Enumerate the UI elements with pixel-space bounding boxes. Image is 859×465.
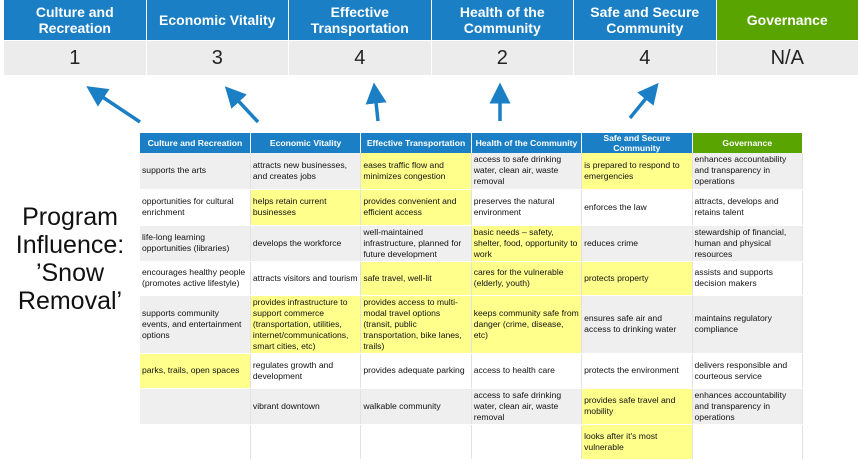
table-cell: assists and supports decision makers [692,261,804,296]
table-cell: ensures safe air and access to drinking … [581,295,693,354]
influence-table: Culture and Recreation Economic Vitality E… [140,133,804,460]
table-cell: supports community events, and entertain… [140,295,251,354]
table-cell: provides access to multi-modal travel op… [360,295,472,354]
column-header: Effective Transportation [360,133,472,153]
arrows [86,82,659,124]
table-cell [140,424,251,460]
table-cell: life-long learning opportunities (librar… [140,225,251,262]
table-row: life-long learning opportunities (librar… [140,225,804,262]
label-line: Program [22,203,118,231]
table-row: parks, trails, open spaces regulates grow… [140,353,804,389]
table-cell: safe travel, well-lit [360,261,472,296]
table-row: supports the arts attracts new businesses… [140,153,804,190]
table-cell: reduces crime [581,225,693,262]
column-header: Health of the Community [471,133,583,153]
table-cell: provides infrastructure to support comme… [250,295,362,354]
table-cell: attracts new businesses, and creates job… [250,153,362,190]
table-cell: stewardship of financial, human and phys… [692,225,804,262]
table-row: encourages healthy people (promotes acti… [140,261,804,296]
table-cell: helps retain current businesses [250,189,362,226]
summary-score: 4 [289,40,432,75]
table-cell: preserves the natural environment [471,189,583,226]
table-cell: eases traffic flow and minimizes congest… [360,153,472,190]
table-cell: regulates growth and development [250,353,362,389]
summary-header: Effective Transportation [289,0,432,40]
arrow-icon [224,86,260,124]
summary-header: Culture and Recreation [4,0,147,40]
table-cell: is prepared to respond to emergencies [581,153,693,190]
table-cell: cares for the vulnerable (elderly, youth… [471,261,583,296]
table-cell: basic needs – safety, shelter, food, opp… [471,225,583,262]
table-cell: attracts, develops and retains talent [692,189,804,226]
summary-score: 2 [431,40,574,75]
table-row: supports community events, and entertain… [140,295,804,354]
table-row: looks after it's most vulnerable [140,424,804,460]
table-cell: provides safe travel and mobility [581,388,693,425]
table-cell: keeps community safe from danger (crime,… [471,295,583,354]
table-cell: supports the arts [140,153,251,190]
table-row: vibrant downtown walkable community access… [140,388,804,425]
table-cell [360,424,472,460]
table-cell [471,424,583,460]
arrow-icon [365,82,387,122]
arrow-icon [628,82,659,120]
table-cell: provides convenient and efficient access [360,189,472,226]
table-cell: well-maintained infrastructure, planned … [360,225,472,262]
table-cell: vibrant downtown [250,388,362,425]
table-cell: encourages healthy people (promotes acti… [140,261,251,296]
summary-score: 4 [574,40,717,75]
table-cell: access to health care [471,353,583,389]
table-cell: develops the workforce [250,225,362,262]
table-row: opportunities for cultural enrichment hel… [140,189,804,226]
column-header: Culture and Recreation [140,133,251,153]
table-cell: opportunities for cultural enrichment [140,189,251,226]
summary-header: Safe and Secure Community [574,0,717,40]
label-line: ’Snow [35,259,105,287]
table-cell: provides adequate parking [360,353,472,389]
table-cell: protects property [581,261,693,296]
column-header: Governance [692,133,804,153]
table-cell: enforces the law [581,189,693,226]
table-cell: protects the environment [581,353,693,389]
table-cell [250,424,362,460]
table-cell: enhances accountability and transparency… [692,388,804,425]
table-cell: access to safe drinking water, clean air… [471,388,583,425]
table-cell: enhances accountability and transparency… [692,153,804,190]
table-cell: maintains regulatory compliance [692,295,804,354]
column-header: Safe and Secure Community [581,133,693,153]
summary-header: Economic Vitality [146,0,289,40]
arrow-icon [86,86,141,124]
table-cell: parks, trails, open spaces [140,353,251,389]
label-line: Removal’ [17,287,123,315]
table-cell: attracts visitors and tourism [250,261,362,296]
score-summary: Culture and Recreation 1 Economic Vitality… [4,0,859,75]
table-cell [140,388,251,425]
summary-score: 3 [146,40,289,75]
summary-score: 1 [4,40,147,75]
summary-header: Governance [716,0,859,40]
table-cell [692,424,804,460]
column-header: Economic Vitality [250,133,362,153]
table-cell: delivers responsible and courteous servi… [692,353,804,389]
table-cell: looks after it's most vulnerable [581,424,693,460]
summary-header: Health of the Community [431,0,574,40]
table-cell: walkable community [360,388,472,425]
label-line: Influence: [15,231,125,259]
program-influence-label: Program Influence: ’Snow Removal’ [0,203,140,315]
table-cell: access to safe drinking water, clean air… [471,153,583,190]
